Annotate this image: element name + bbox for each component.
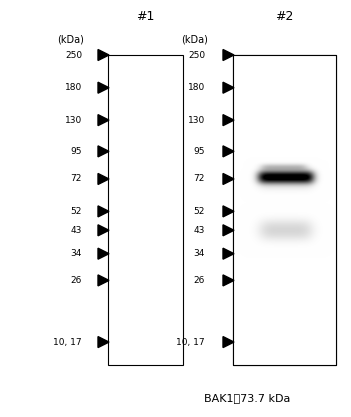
Text: 130: 130	[65, 116, 82, 125]
Polygon shape	[223, 275, 234, 286]
Text: 72: 72	[71, 174, 82, 183]
Text: 95: 95	[193, 147, 205, 156]
Polygon shape	[98, 50, 109, 60]
Text: 95: 95	[71, 147, 82, 156]
Text: 250: 250	[188, 50, 205, 60]
Polygon shape	[98, 206, 109, 217]
Polygon shape	[98, 82, 109, 93]
Text: #2: #2	[275, 10, 293, 23]
Text: 10, 17: 10, 17	[53, 338, 82, 347]
Text: 250: 250	[65, 50, 82, 60]
Polygon shape	[223, 337, 234, 347]
Text: 52: 52	[71, 207, 82, 216]
Text: 72: 72	[194, 174, 205, 183]
Polygon shape	[98, 173, 109, 184]
Text: 52: 52	[194, 207, 205, 216]
Polygon shape	[223, 225, 234, 236]
Text: 26: 26	[71, 276, 82, 285]
Polygon shape	[223, 50, 234, 60]
Polygon shape	[98, 275, 109, 286]
Text: 34: 34	[194, 249, 205, 258]
Text: 180: 180	[65, 83, 82, 92]
Polygon shape	[223, 173, 234, 184]
Polygon shape	[223, 248, 234, 259]
Text: 10, 17: 10, 17	[176, 338, 205, 347]
Text: 34: 34	[71, 249, 82, 258]
Text: #1: #1	[136, 10, 154, 23]
Text: BAK1：73.7 kDa: BAK1：73.7 kDa	[204, 393, 290, 403]
Polygon shape	[223, 146, 234, 157]
Text: 130: 130	[188, 116, 205, 125]
Text: 43: 43	[194, 226, 205, 235]
Bar	[233, 55, 336, 365]
Polygon shape	[98, 146, 109, 157]
Bar	[108, 55, 183, 365]
Text: (kDa): (kDa)	[181, 34, 208, 44]
Text: 43: 43	[71, 226, 82, 235]
Polygon shape	[98, 337, 109, 347]
Polygon shape	[98, 248, 109, 259]
Polygon shape	[98, 115, 109, 126]
Text: 180: 180	[188, 83, 205, 92]
Polygon shape	[223, 115, 234, 126]
Polygon shape	[223, 82, 234, 93]
Bar	[233, 55, 336, 365]
Polygon shape	[98, 225, 109, 236]
Text: 26: 26	[194, 276, 205, 285]
Polygon shape	[223, 206, 234, 217]
Text: (kDa): (kDa)	[57, 34, 84, 44]
